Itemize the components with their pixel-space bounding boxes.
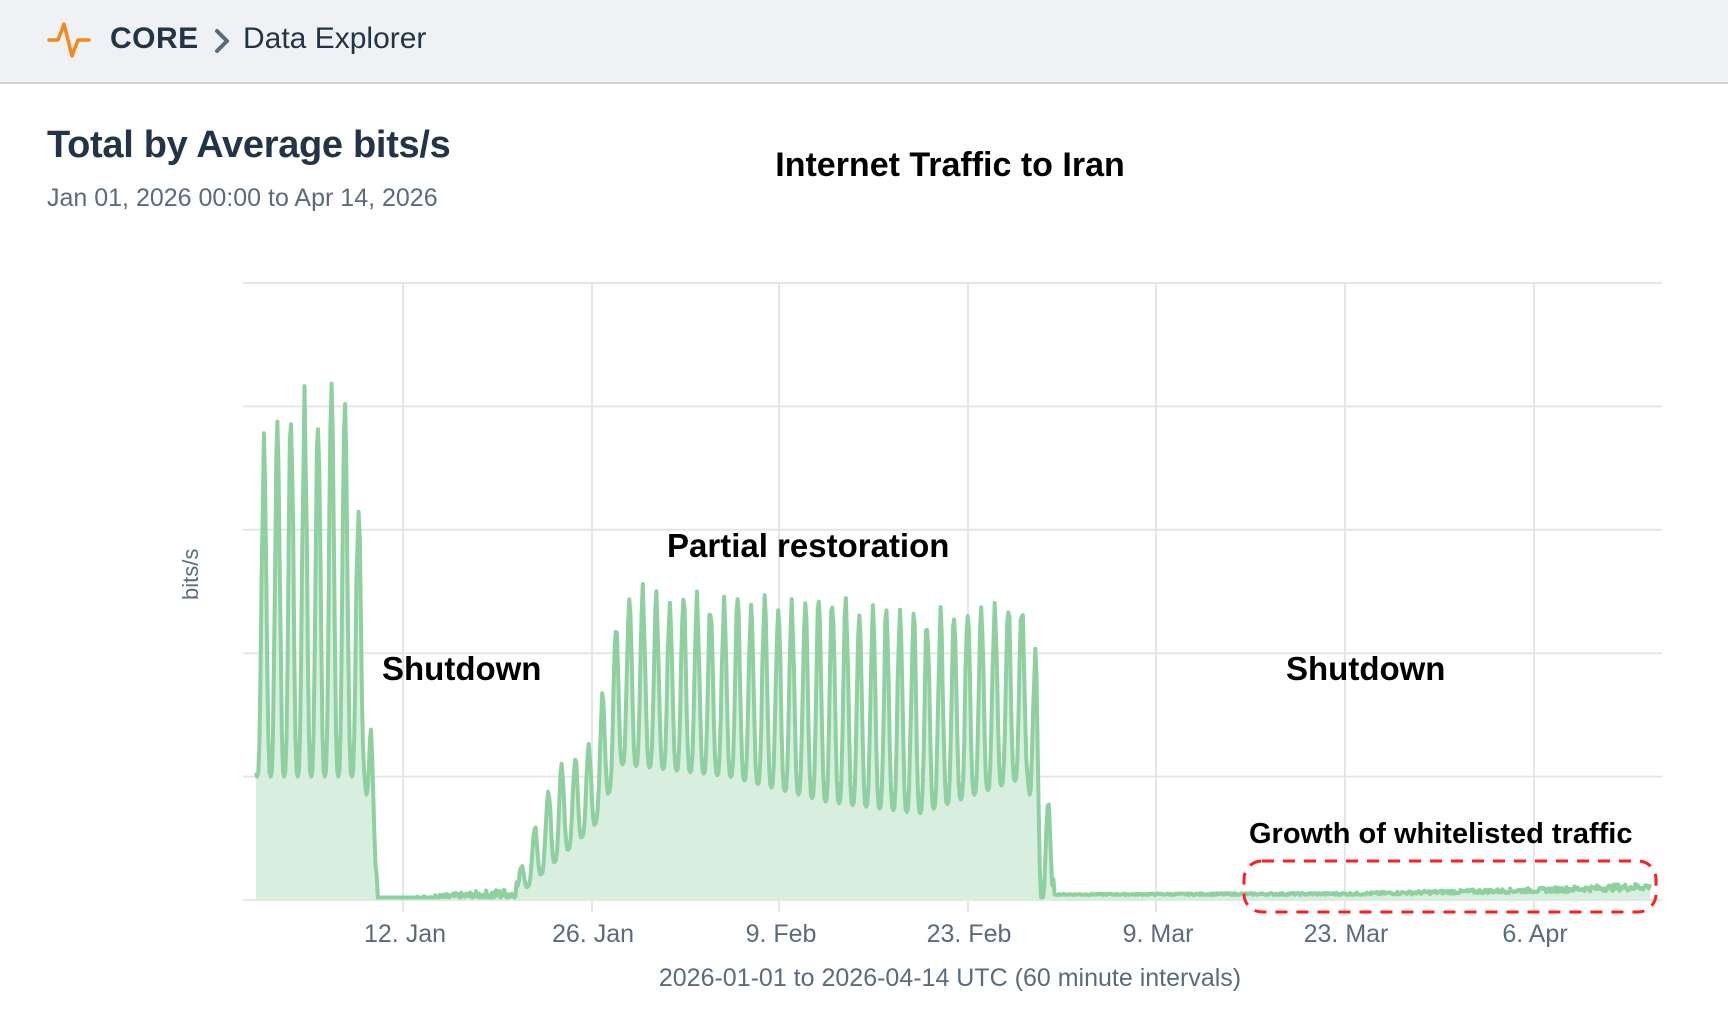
traffic-line	[254, 381, 1652, 900]
annotation-whitelisted-growth: Growth of whitelisted traffic	[1249, 818, 1633, 850]
top-bar: CORE Data Explorer	[0, 0, 1728, 84]
x-tick: 6. Apr	[1502, 920, 1568, 948]
x-tick: 23. Feb	[926, 920, 1012, 948]
x-tick: 23. Mar	[1303, 920, 1389, 948]
brand-link[interactable]: CORE	[110, 22, 199, 55]
annotation-partial-restoration: Partial restoration	[667, 527, 950, 564]
breadcrumb-current: Data Explorer	[243, 22, 427, 55]
annotation-shutdown-jan: Shutdown	[382, 650, 542, 687]
chevron-right-icon	[215, 29, 229, 53]
x-axis-label: 2026-01-01 to 2026-04-14 UTC (60 minute …	[658, 964, 1242, 992]
x-tick: 26. Jan	[551, 920, 635, 948]
annotation-shutdown-mar: Shutdown	[1286, 650, 1446, 687]
x-tick: 9. Mar	[1122, 920, 1194, 948]
y-axis-label: bits/s	[178, 548, 203, 600]
page-title: Total by Average bits/s	[47, 124, 451, 166]
x-tick: 12. Jan	[363, 920, 447, 948]
activity-pulse-icon[interactable]	[47, 18, 91, 62]
chart-title: Internet Traffic to Iran	[775, 146, 1125, 184]
whitelist-highlight-box	[1242, 859, 1658, 914]
x-tick: 9. Feb	[745, 920, 817, 948]
date-range-subtitle: Jan 01, 2026 00:00 to Apr 14, 2026	[47, 184, 438, 212]
